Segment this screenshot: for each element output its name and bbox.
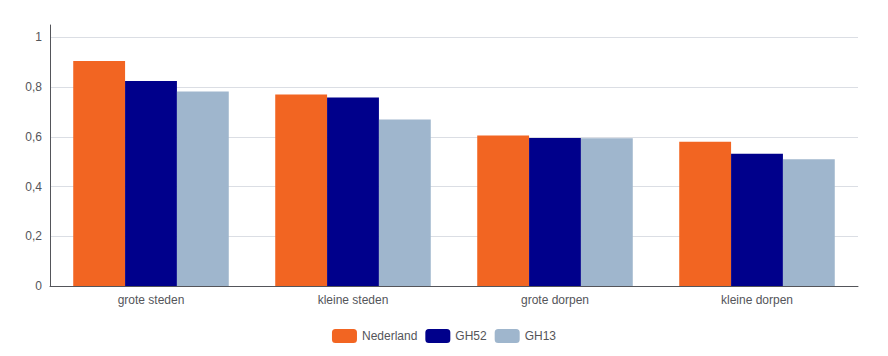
svg-text:kleine steden: kleine steden — [318, 293, 389, 307]
svg-text:kleine dorpen: kleine dorpen — [721, 293, 793, 307]
svg-text:Nederland: Nederland — [362, 329, 417, 343]
svg-text:0,8: 0,8 — [25, 80, 42, 94]
svg-text:grote dorpen: grote dorpen — [521, 293, 589, 307]
svg-text:GH13: GH13 — [525, 329, 557, 343]
svg-text:0: 0 — [35, 279, 42, 293]
svg-text:0,2: 0,2 — [25, 229, 42, 243]
svg-text:0,4: 0,4 — [25, 180, 42, 194]
svg-text:0,6: 0,6 — [25, 130, 42, 144]
svg-text:grote steden: grote steden — [118, 293, 185, 307]
svg-text:GH52: GH52 — [455, 329, 487, 343]
svg-text:1: 1 — [35, 30, 42, 44]
